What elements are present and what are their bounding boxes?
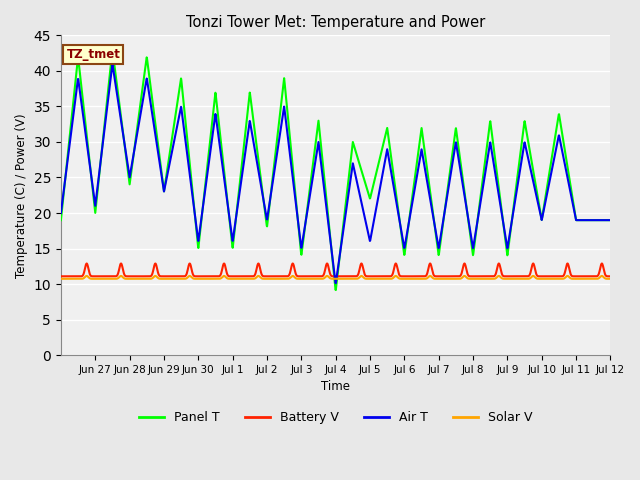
Y-axis label: Temperature (C) / Power (V): Temperature (C) / Power (V) bbox=[15, 113, 28, 277]
Legend: Panel T, Battery V, Air T, Solar V: Panel T, Battery V, Air T, Solar V bbox=[134, 406, 537, 429]
Title: Tonzi Tower Met: Temperature and Power: Tonzi Tower Met: Temperature and Power bbox=[186, 15, 485, 30]
Text: TZ_tmet: TZ_tmet bbox=[67, 48, 120, 61]
X-axis label: Time: Time bbox=[321, 381, 350, 394]
